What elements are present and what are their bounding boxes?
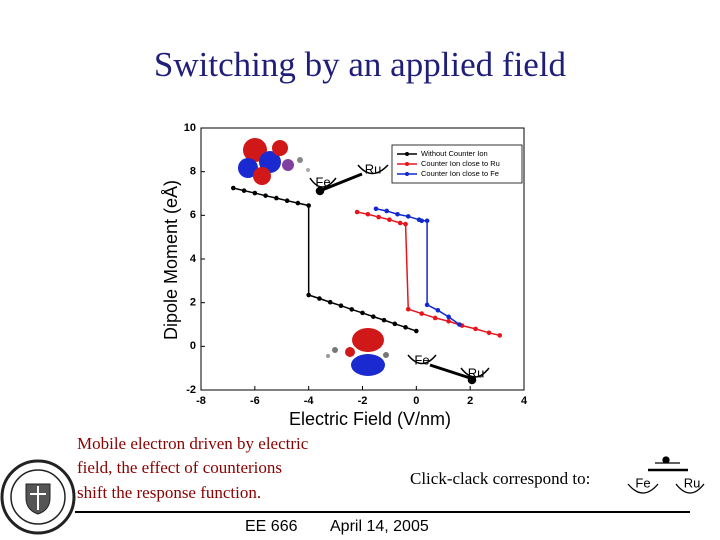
inset-label: Ru (468, 365, 485, 380)
data-point (403, 325, 408, 330)
data-point (405, 214, 411, 219)
data-point (414, 328, 419, 334)
data-point (306, 203, 311, 208)
data-point (432, 315, 438, 321)
caption-line: Mobile electron driven by electric (77, 434, 309, 453)
data-point (373, 206, 379, 212)
data-point (446, 318, 451, 324)
footer-text: April 14, 2005 (330, 518, 429, 535)
x-tick-label: -2 (358, 395, 368, 407)
click-clack-diagram (627, 456, 705, 494)
data-point (317, 296, 322, 301)
inset-label: Ru (365, 161, 382, 176)
data-point (403, 221, 408, 227)
legend-marker (405, 152, 409, 156)
data-point (446, 314, 451, 320)
y-tick-label: 0 (190, 340, 196, 352)
click-clack-label: Ru (684, 475, 701, 490)
data-point (424, 302, 430, 308)
data-point (295, 200, 301, 206)
data-point (419, 311, 425, 316)
data-point (306, 292, 311, 298)
fe-ru-diagram-top (309, 164, 389, 196)
data-point (349, 307, 355, 312)
x-tick-label: 0 (413, 395, 419, 407)
data-point (395, 211, 400, 217)
x-tick-label: -4 (304, 395, 315, 407)
data-point (231, 185, 236, 191)
x-axis-label: Electric Field (V/nm) (289, 409, 451, 429)
data-point (354, 209, 360, 215)
x-tick-label: -8 (196, 395, 206, 407)
data-point (376, 214, 381, 220)
data-point (370, 314, 376, 319)
legend-label: Counter Ion close to Ru (421, 159, 500, 168)
data-point (327, 299, 333, 305)
molecule-top (238, 138, 310, 185)
legend-label: Without Counter Ion (421, 149, 488, 158)
legend-label: Counter Ion close to Fe (421, 169, 499, 178)
data-point (419, 218, 425, 224)
fe-ru-diagram-bottom (407, 354, 490, 385)
data-point (263, 193, 268, 198)
data-point (274, 195, 279, 201)
x-tick-label: -6 (250, 395, 260, 407)
y-axis-label: Dipole Moment (eÅ) (161, 180, 181, 340)
inset-label: Fe (414, 352, 429, 367)
data-point (241, 188, 247, 193)
y-tick-label: 4 (190, 253, 197, 265)
data-point (338, 303, 344, 309)
data-point (486, 330, 492, 336)
slide-title: Switching by an applied field (154, 45, 567, 84)
data-point (365, 211, 371, 217)
legend-marker (405, 172, 409, 176)
data-point (384, 208, 390, 214)
data-point (457, 322, 462, 327)
data-point (473, 326, 478, 332)
data-point (405, 306, 411, 312)
inset-label: Fe (315, 174, 330, 189)
data-point (392, 321, 398, 327)
data-point (435, 308, 441, 313)
molecule-bottom (326, 328, 389, 376)
y-tick-label: 10 (184, 122, 196, 134)
seal-logo (0, 459, 76, 535)
footer-text: EE 666 (245, 518, 298, 535)
x-tick-label: 2 (467, 395, 473, 407)
click-clack-text: Click-clack correspond to: (410, 469, 590, 488)
data-point (360, 310, 365, 316)
y-tick-label: 8 (190, 166, 196, 178)
data-point (387, 217, 392, 222)
x-tick-label: 4 (521, 395, 528, 407)
y-tick-label: 6 (190, 209, 196, 221)
data-point (252, 190, 258, 196)
click-clack-label: Fe (635, 475, 650, 490)
data-point (497, 333, 503, 338)
y-tick-label: 2 (190, 297, 196, 309)
data-point (284, 198, 290, 204)
data-point (397, 220, 403, 226)
legend-marker (405, 162, 409, 166)
data-point (381, 317, 387, 323)
caption-line: shift the response function. (77, 483, 261, 502)
y-tick-label: -2 (186, 384, 196, 396)
data-point (424, 218, 430, 224)
caption-line: field, the effect of counterions (77, 458, 282, 477)
